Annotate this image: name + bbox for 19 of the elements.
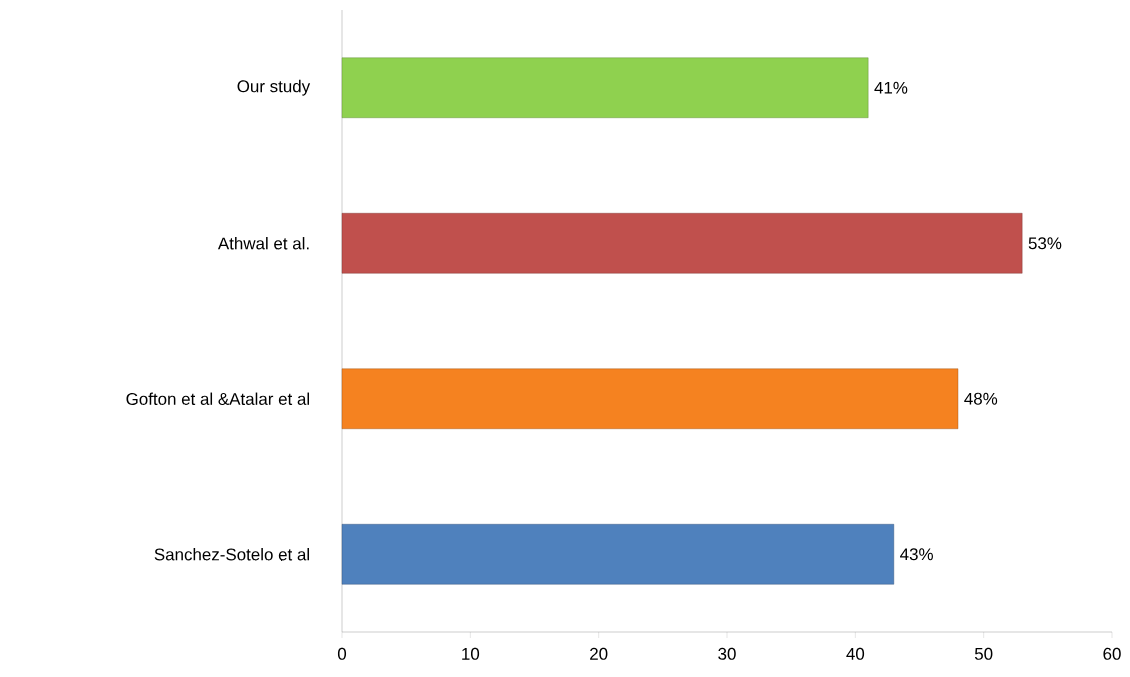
y-tick-label: Our study [237, 79, 311, 96]
data-label: 41% [874, 81, 908, 94]
x-tick-label: 50 [974, 647, 993, 660]
x-tick-label: 20 [590, 647, 608, 660]
bar [341, 524, 895, 585]
bar [341, 368, 959, 429]
bar [341, 57, 869, 118]
x-tick-label: 40 [846, 647, 865, 660]
data-label: 53% [1028, 237, 1062, 250]
x-tick-label: 10 [462, 647, 480, 660]
y-tick-label: Gofton et al &Atalar et al [126, 392, 309, 405]
x-tick-label: 0 [337, 647, 347, 660]
y-tick-label: Athwal et al. [217, 237, 309, 250]
data-label: 48% [964, 392, 998, 405]
x-tick-label: 60 [1103, 647, 1121, 660]
bar [341, 213, 1023, 274]
x-tick-label: 30 [718, 647, 736, 660]
data-label: 43% [900, 548, 933, 561]
y-tick-label: Sanchez-Sotelo et al [154, 548, 309, 561]
